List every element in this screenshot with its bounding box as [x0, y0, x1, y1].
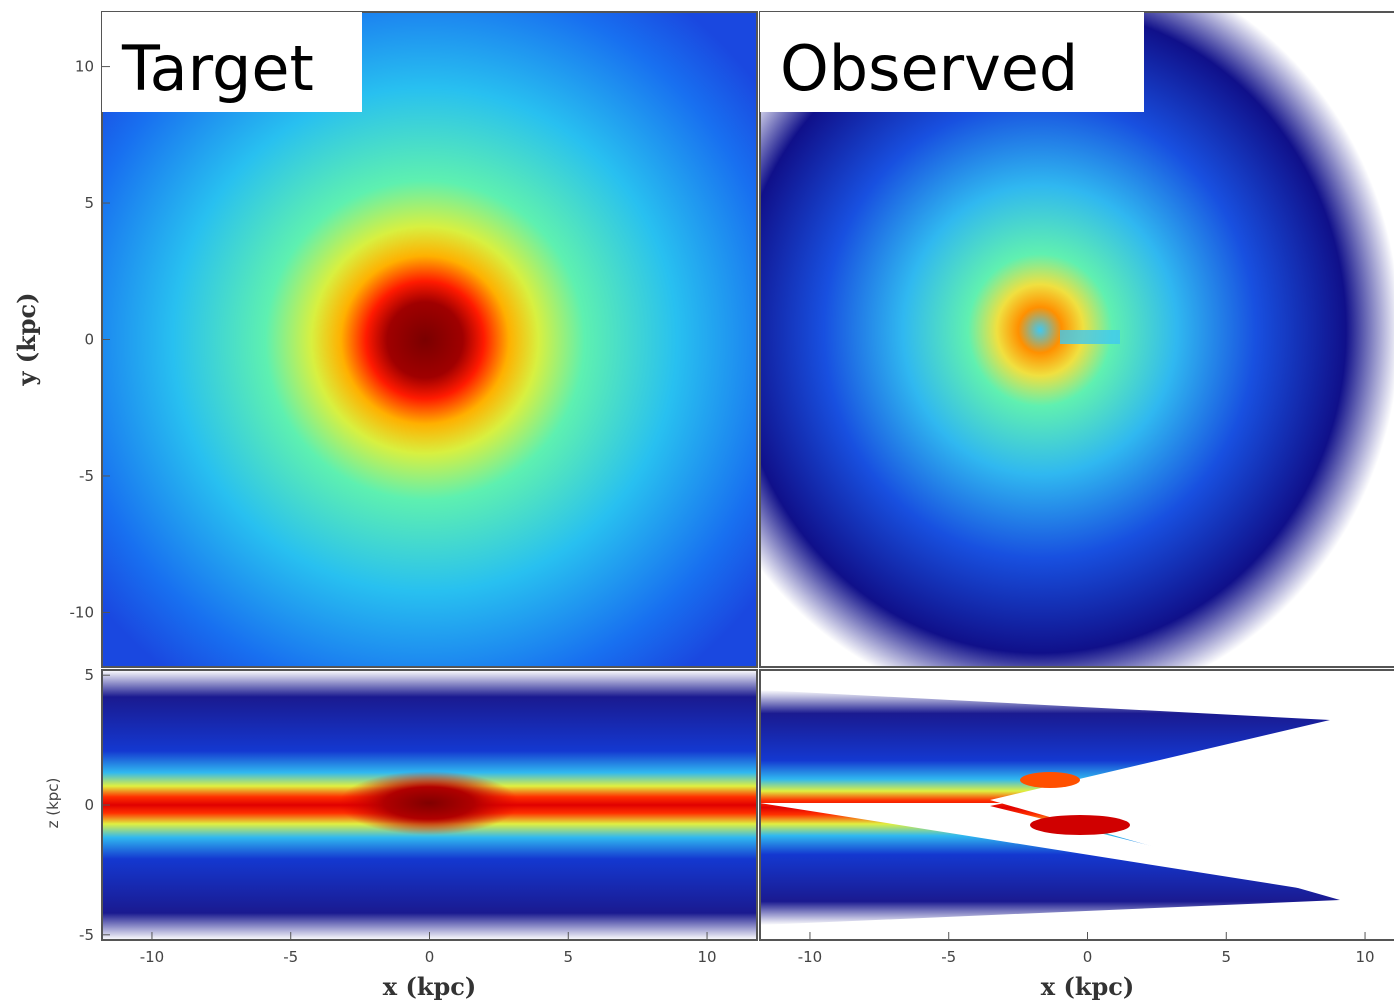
- panel-title: Observed: [780, 32, 1078, 105]
- y-tick-label: 0: [84, 796, 94, 814]
- x-tick-label: -5: [283, 948, 298, 966]
- figure: Target 10 5 0 -5 -10 y (kpc) Observed 5 0 -5 -10 -5 0…: [0, 0, 1394, 1005]
- x-tick-label: 5: [1221, 948, 1231, 966]
- x-tick-label: 10: [697, 948, 716, 966]
- y-axis-label: y (kpc): [12, 292, 41, 386]
- x-tick-label: 0: [425, 948, 435, 966]
- y-axis-label: z (kpc): [44, 778, 62, 829]
- x-tick-label: -5: [941, 948, 956, 966]
- y-tick-label: -10: [70, 603, 95, 621]
- x-tick-label: -10: [798, 948, 823, 966]
- x-tick-label: 5: [563, 948, 573, 966]
- density-map: [102, 670, 757, 940]
- panel-title: Target: [121, 32, 314, 105]
- y-tick-label: 5: [84, 194, 94, 212]
- y-tick-label: 5: [84, 666, 94, 684]
- y-tick-label: 0: [84, 331, 94, 349]
- density-map: [760, 670, 1394, 940]
- x-tick-label: 0: [1083, 948, 1093, 966]
- x-tick-label: -10: [140, 948, 165, 966]
- x-axis-label: x (kpc): [383, 972, 476, 1001]
- x-axis-label: x (kpc): [1041, 972, 1134, 1001]
- y-tick-label: 10: [75, 58, 94, 76]
- y-tick-label: -5: [79, 926, 94, 944]
- y-tick-label: -5: [79, 467, 94, 485]
- x-tick-label: 10: [1355, 948, 1374, 966]
- density-map: [5, 0, 845, 760]
